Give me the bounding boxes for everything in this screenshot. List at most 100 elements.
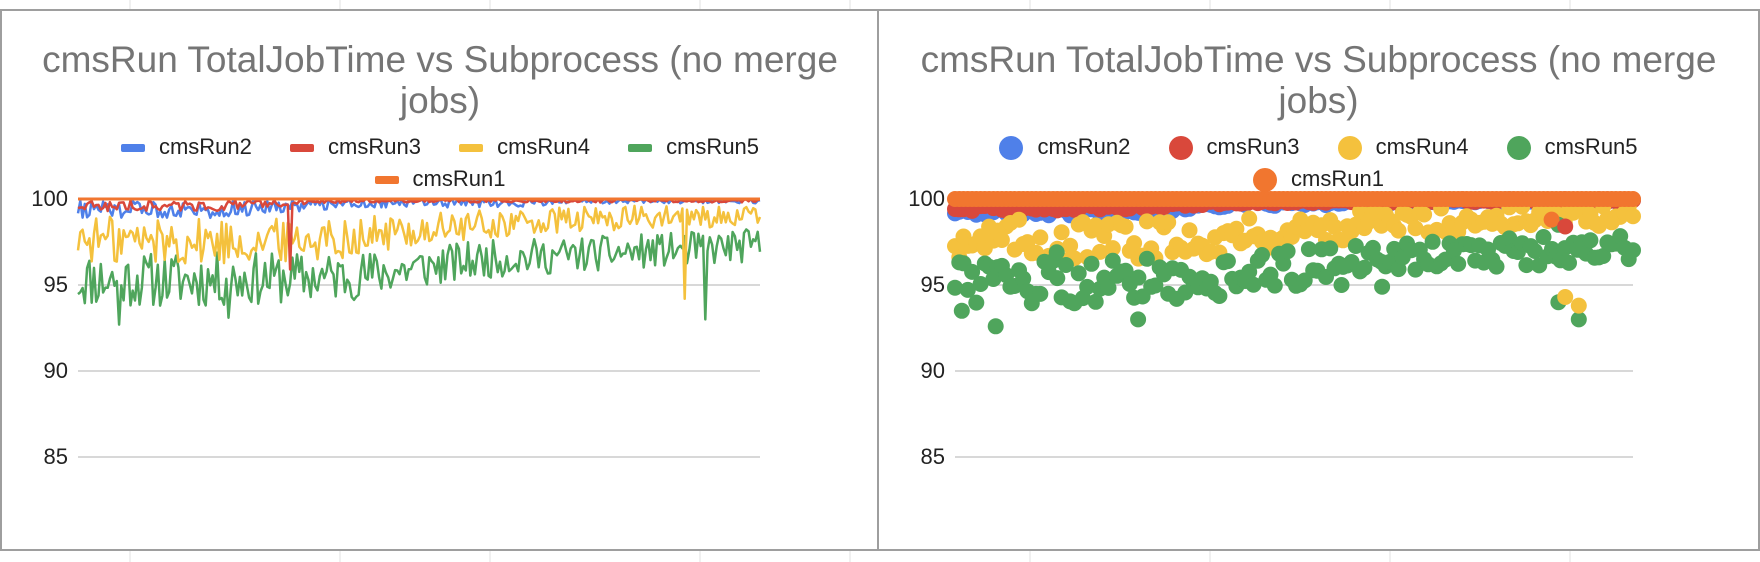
series-line-cmsrun5[interactable]: [77, 228, 762, 326]
data-point[interactable]: [1347, 238, 1364, 254]
data-point[interactable]: [1241, 210, 1258, 227]
data-point[interactable]: [1092, 243, 1108, 260]
legend-item-cmsrun3[interactable]: cmsRun3: [1168, 131, 1299, 163]
data-point[interactable]: [1561, 254, 1577, 271]
data-point[interactable]: [964, 263, 981, 280]
data-point[interactable]: [1211, 288, 1228, 304]
data-point[interactable]: [1032, 229, 1049, 246]
line-plot-area[interactable]: 100 95 90 85: [2, 11, 878, 549]
data-point[interactable]: [1070, 265, 1087, 282]
data-point[interactable]: [959, 281, 976, 298]
data-point[interactable]: [1254, 247, 1270, 263]
legend-item-cmsrun1[interactable]: cmsRun1: [1253, 163, 1384, 195]
data-point[interactable]: [1181, 222, 1198, 239]
data-point[interactable]: [1518, 257, 1535, 274]
legend-item-cmsrun3[interactable]: cmsRun3: [290, 131, 421, 163]
y-tick-label: 100: [908, 186, 945, 211]
data-point[interactable]: [1501, 230, 1518, 247]
data-point[interactable]: [1057, 257, 1074, 273]
scatter-plot-area[interactable]: 100 95 90 85: [879, 11, 1758, 549]
line-chart-panel[interactable]: cmsRun TotalJobTime vs Subprocess (no me…: [0, 9, 880, 551]
data-point-outlier[interactable]: [1570, 297, 1587, 314]
data-point[interactable]: [993, 232, 1010, 248]
series-points-cmsrun5[interactable]: [947, 228, 1641, 312]
data-point[interactable]: [1275, 255, 1292, 272]
data-point[interactable]: [1241, 263, 1258, 280]
data-point[interactable]: [1450, 255, 1467, 272]
data-point[interactable]: [1062, 237, 1079, 254]
data-point[interactable]: [1326, 218, 1343, 235]
data-point[interactable]: [1424, 233, 1441, 250]
legend-swatch-cmsrun4: [459, 144, 484, 153]
data-point[interactable]: [1117, 218, 1134, 235]
data-point-outlier[interactable]: [1130, 311, 1147, 328]
data-point[interactable]: [1625, 242, 1641, 259]
data-point[interactable]: [1147, 277, 1164, 294]
data-point-outlier[interactable]: [1543, 211, 1560, 228]
data-point[interactable]: [1266, 277, 1283, 294]
data-point[interactable]: [1126, 235, 1143, 252]
legend-item-cmsrun5[interactable]: cmsRun5: [1506, 131, 1638, 163]
data-point[interactable]: [1079, 278, 1096, 295]
legend-label: cmsRun2: [158, 134, 252, 159]
data-point[interactable]: [1053, 224, 1070, 241]
data-point[interactable]: [1416, 206, 1433, 223]
legend-label: cmsRun4: [1375, 134, 1469, 159]
data-point[interactable]: [1049, 270, 1066, 287]
data-point[interactable]: [1582, 232, 1599, 249]
data-point[interactable]: [1228, 220, 1245, 237]
data-point[interactable]: [1488, 258, 1505, 275]
data-point[interactable]: [1083, 255, 1100, 272]
data-point-outlier[interactable]: [987, 318, 1004, 335]
data-point-outlier[interactable]: [1570, 311, 1587, 328]
data-point[interactable]: [1279, 243, 1296, 260]
legend-item-cmsrun4[interactable]: cmsRun4: [459, 131, 590, 163]
data-point[interactable]: [1219, 253, 1236, 270]
data-point[interactable]: [1407, 220, 1424, 237]
data-point-outlier[interactable]: [1557, 289, 1574, 305]
y-tick-label: 100: [31, 186, 68, 211]
legend-label: cmsRun1: [1291, 166, 1384, 191]
legend-item-cmsrun1[interactable]: cmsRun1: [374, 163, 505, 195]
data-point-outlier[interactable]: [1374, 278, 1391, 295]
data-point[interactable]: [1245, 276, 1262, 293]
series-line-cmsrun4[interactable]: [76, 204, 762, 301]
data-point[interactable]: [1117, 262, 1134, 279]
data-point[interactable]: [1356, 259, 1373, 276]
series-points-cmsrun1[interactable]: [947, 191, 1641, 207]
data-point[interactable]: [1322, 240, 1339, 257]
data-point[interactable]: [1104, 240, 1121, 257]
data-point[interactable]: [1130, 269, 1147, 286]
data-point[interactable]: [1390, 222, 1407, 239]
data-point[interactable]: [972, 276, 989, 292]
data-point-outlier[interactable]: [1557, 218, 1574, 235]
data-point[interactable]: [1138, 250, 1155, 267]
data-point[interactable]: [1104, 252, 1121, 269]
data-point-outlier[interactable]: [1048, 244, 1065, 261]
legend-label: cmsRun5: [666, 134, 760, 159]
data-point[interactable]: [1138, 213, 1155, 230]
data-point[interactable]: [1625, 208, 1641, 225]
y-tick-label: 95: [44, 272, 68, 297]
data-point[interactable]: [947, 279, 963, 296]
data-point[interactable]: [1595, 248, 1612, 264]
data-point[interactable]: [1100, 279, 1117, 296]
data-point[interactable]: [1535, 229, 1552, 245]
legend-label: cmsRun2: [1037, 134, 1131, 159]
data-point-outlier[interactable]: [953, 302, 970, 319]
data-point[interactable]: [968, 294, 985, 311]
data-point[interactable]: [1011, 211, 1027, 228]
data-point[interactable]: [1015, 270, 1032, 287]
data-point[interactable]: [1087, 293, 1104, 310]
scatter-chart-panel[interactable]: cmsRun TotalJobTime vs Subprocess (no me…: [877, 9, 1760, 551]
data-point-outlier[interactable]: [1333, 277, 1350, 293]
legend-item-cmsrun5[interactable]: cmsRun5: [628, 131, 759, 163]
data-point[interactable]: [1032, 285, 1049, 302]
legend-item-cmsrun4[interactable]: cmsRun4: [1337, 131, 1469, 163]
data-point[interactable]: [1526, 243, 1543, 259]
data-point[interactable]: [1625, 191, 1641, 207]
legend-item-cmsrun2[interactable]: cmsRun2: [999, 131, 1130, 163]
legend-item-cmsrun2[interactable]: cmsRun2: [120, 131, 252, 163]
data-point[interactable]: [1300, 241, 1317, 258]
data-point[interactable]: [1160, 214, 1177, 231]
